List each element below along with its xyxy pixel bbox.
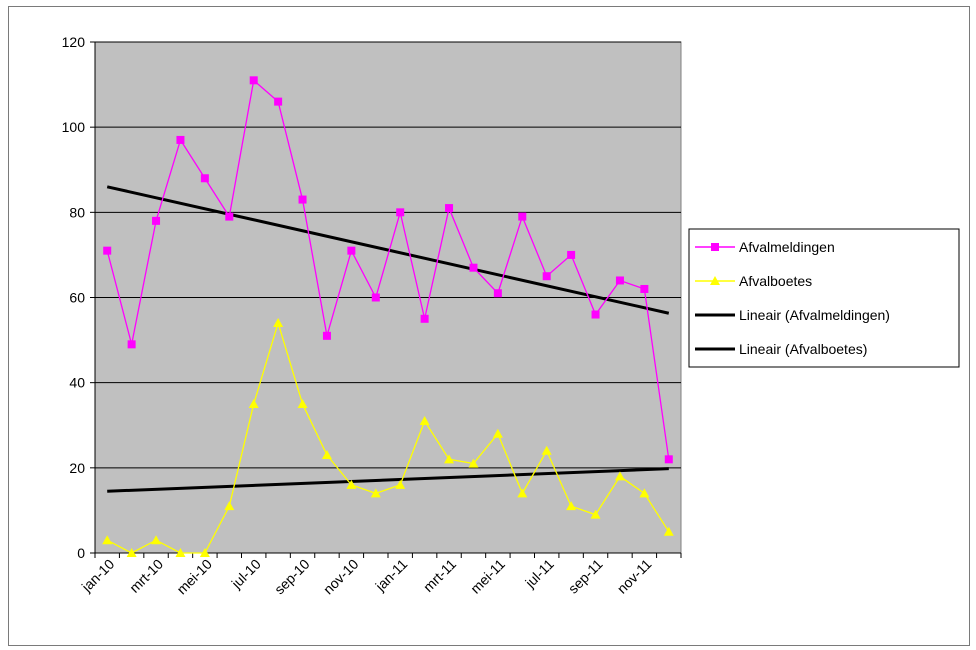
x-tick-label: sep-11	[565, 556, 606, 597]
legend: Afvalmeldingen Afvalboetes Lineair (Afvalm…	[688, 228, 960, 368]
legend-label: Lineair (Afvalmeldingen)	[739, 307, 890, 323]
data-point-square	[445, 204, 454, 213]
data-point-triangle	[321, 450, 332, 460]
legend-box	[688, 228, 960, 368]
legend-marker-triangle	[710, 276, 720, 285]
data-point-triangle	[444, 454, 455, 464]
x-tick-label: sep-10	[271, 556, 313, 598]
x-tick-label: mei-11	[467, 556, 508, 597]
legend-label: Afvalboetes	[739, 273, 812, 289]
data-point-square	[225, 212, 234, 221]
y-tick-label: 120	[62, 34, 86, 50]
legend-marker-square	[711, 243, 719, 251]
data-point-triangle	[248, 398, 259, 408]
data-point-square	[249, 76, 258, 85]
x-tick-label: mei-10	[173, 556, 215, 598]
data-point-triangle	[102, 535, 113, 545]
data-point-triangle	[199, 548, 210, 557]
x-tick-label: mrt-10	[126, 556, 166, 596]
data-point-triangle	[639, 488, 650, 498]
data-point-square	[371, 293, 380, 302]
data-point-square	[396, 208, 405, 217]
data-point-triangle	[517, 488, 528, 498]
data-point-triangle	[663, 526, 674, 536]
data-point-triangle	[370, 488, 381, 498]
data-point-triangle	[175, 548, 186, 557]
legend-label: Afvalmeldingen	[739, 239, 835, 255]
data-point-triangle	[297, 398, 308, 408]
data-point-square	[298, 195, 307, 204]
data-point-square	[347, 246, 356, 255]
data-point-triangle	[419, 415, 430, 425]
x-tick-label: jan-10	[78, 556, 118, 596]
data-point-triangle	[468, 458, 479, 468]
y-tick-label: 100	[62, 119, 86, 135]
data-point-square	[518, 212, 527, 221]
data-point-square	[664, 455, 673, 464]
chart-frame: 0 20 40 60 80 100 120 jan-10 mrt-10 mei-10 jul-10 s…	[8, 6, 970, 646]
data-point-square	[420, 314, 429, 323]
data-point-triangle	[395, 479, 406, 489]
data-point-triangle	[346, 479, 357, 489]
data-point-square	[591, 310, 600, 319]
data-point-triangle	[590, 509, 601, 519]
data-point-square	[640, 284, 649, 293]
data-point-square	[542, 272, 551, 281]
data-point-square	[322, 331, 331, 340]
series-layer	[102, 76, 674, 557]
data-point-square	[176, 135, 185, 144]
y-tick-label: 40	[69, 375, 85, 391]
data-point-triangle	[224, 501, 235, 511]
gridlines	[95, 41, 681, 469]
series-line-afvalmeldingen	[106, 79, 670, 460]
data-point-square	[615, 276, 624, 285]
data-point-triangle	[273, 318, 284, 328]
y-tick-label: 60	[69, 290, 85, 306]
trendline	[106, 185, 670, 315]
y-tick-label: 80	[69, 204, 85, 220]
data-point-square	[567, 250, 576, 259]
x-tick-label: nov-10	[320, 556, 362, 598]
x-tick-label: jan-11	[372, 556, 411, 595]
x-tick-label: mrt-11	[420, 556, 459, 595]
series-line-afvalboetes	[106, 320, 670, 554]
data-point-triangle	[151, 535, 162, 545]
x-tick-label: jul-10	[228, 556, 264, 592]
data-point-triangle	[614, 471, 625, 481]
data-point-triangle	[492, 428, 503, 438]
y-tick-label: 0	[77, 545, 85, 561]
data-point-square	[152, 216, 161, 225]
data-point-square	[274, 97, 283, 106]
y-tick-label: 20	[69, 460, 85, 476]
trendlines	[106, 185, 670, 493]
trendline	[107, 467, 669, 493]
data-point-triangle	[566, 501, 577, 511]
x-tick-label: nov-11	[614, 556, 655, 597]
legend-label: Lineair (Afvalboetes)	[739, 341, 867, 357]
data-point-square	[127, 340, 136, 349]
data-point-square	[469, 263, 478, 272]
data-point-triangle	[126, 548, 137, 557]
x-tick-label: jul-11	[521, 556, 557, 592]
data-point-triangle	[541, 445, 552, 455]
data-point-square	[200, 174, 209, 183]
data-point-square	[103, 246, 112, 255]
data-point-square	[493, 289, 502, 298]
